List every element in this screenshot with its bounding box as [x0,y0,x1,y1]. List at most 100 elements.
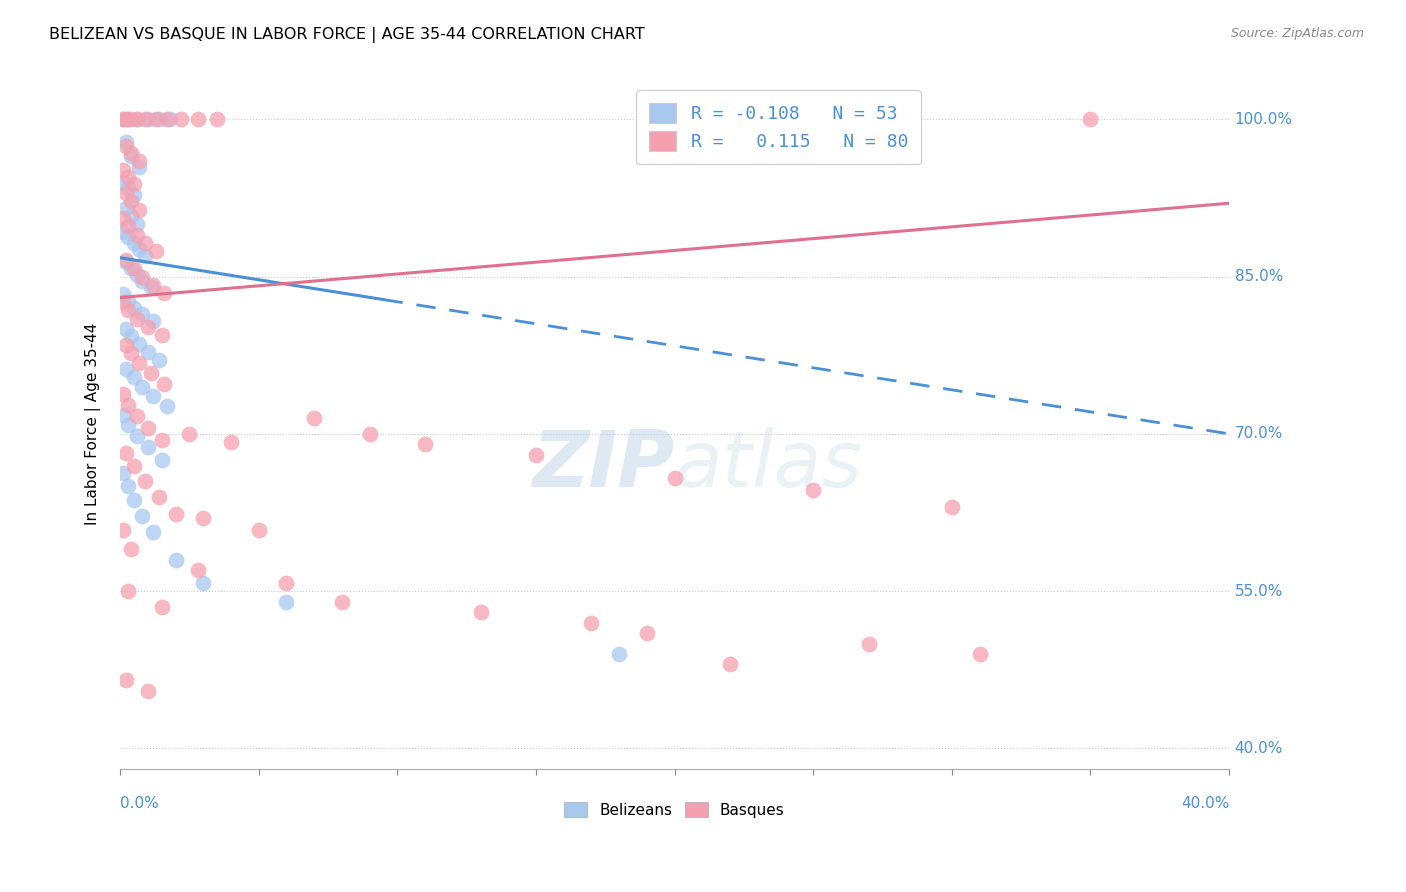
Point [111,408,134,422]
Point [470,605,492,619]
Text: 40.0%: 40.0% [1181,796,1229,811]
Text: BELIZEAN VS BASQUE IN LABOR FORCE | AGE 35-44 CORRELATION CHART: BELIZEAN VS BASQUE IN LABOR FORCE | AGE … [49,27,645,43]
Point [125,217,148,231]
Point [120,194,142,208]
Point [122,235,145,250]
Point [122,261,145,276]
Point [636,626,658,640]
Point [131,508,153,523]
Point [148,490,170,504]
Point [581,615,603,630]
Point [156,399,179,413]
Point [117,584,139,599]
Point [142,525,165,540]
Point [134,474,156,488]
Point [111,294,134,309]
Point [114,252,136,267]
Point [114,186,136,200]
Point [165,507,187,521]
Point [111,466,134,480]
Point [117,397,139,411]
Point [187,563,209,577]
Point [219,435,242,450]
Point [302,411,325,425]
Point [111,211,134,225]
Point [114,446,136,460]
Point [187,112,209,127]
Point [1080,112,1102,127]
Point [941,500,963,515]
Point [111,524,134,538]
Point [122,301,145,315]
Legend: Belizeans, Basques: Belizeans, Basques [558,796,790,824]
Point [136,320,159,334]
Point [148,353,170,368]
Point [179,426,201,441]
Point [117,293,139,308]
Point [122,178,145,192]
Point [122,370,145,384]
Point [830,112,852,127]
Point [128,355,150,369]
Point [247,524,270,538]
Point [136,683,159,698]
Point [524,448,547,462]
Point [801,483,824,498]
Point [139,366,162,380]
Point [136,112,159,127]
Point [114,112,136,127]
Point [122,459,145,474]
Point [145,112,167,127]
Point [120,261,142,276]
Point [125,409,148,423]
Point [128,336,150,351]
Point [153,376,176,391]
Point [117,180,139,194]
Point [159,112,181,127]
Point [120,329,142,343]
Point [142,313,165,327]
Point [111,112,134,127]
Point [125,227,148,242]
Point [128,154,150,169]
Point [153,286,176,301]
Point [150,599,173,614]
Point [858,636,880,650]
Point [114,362,136,376]
Point [142,278,165,293]
Point [114,337,136,351]
Point [120,149,142,163]
Point [136,441,159,455]
Point [117,112,139,127]
Point [111,287,134,301]
Point [117,418,139,433]
Point [120,209,142,223]
Point [111,112,134,127]
Point [111,175,134,189]
Point [134,235,156,250]
Point [276,594,298,608]
Point [969,647,991,661]
Point [664,471,686,485]
Text: ZIP: ZIP [533,427,675,503]
Point [120,112,142,127]
Point [131,274,153,288]
Point [156,112,179,127]
Point [117,219,139,234]
Point [111,162,134,177]
Point [128,202,150,217]
Text: 85.0%: 85.0% [1234,269,1284,285]
Point [276,575,298,590]
Point [111,387,134,401]
Point [142,389,165,403]
Point [165,552,187,566]
Point [117,303,139,318]
Point [134,112,156,127]
Point [150,453,173,467]
Point [122,492,145,507]
Text: 40.0%: 40.0% [1234,741,1284,756]
Text: 100.0%: 100.0% [1234,112,1292,127]
Point [111,225,134,239]
Point [125,112,148,127]
Point [120,145,142,160]
